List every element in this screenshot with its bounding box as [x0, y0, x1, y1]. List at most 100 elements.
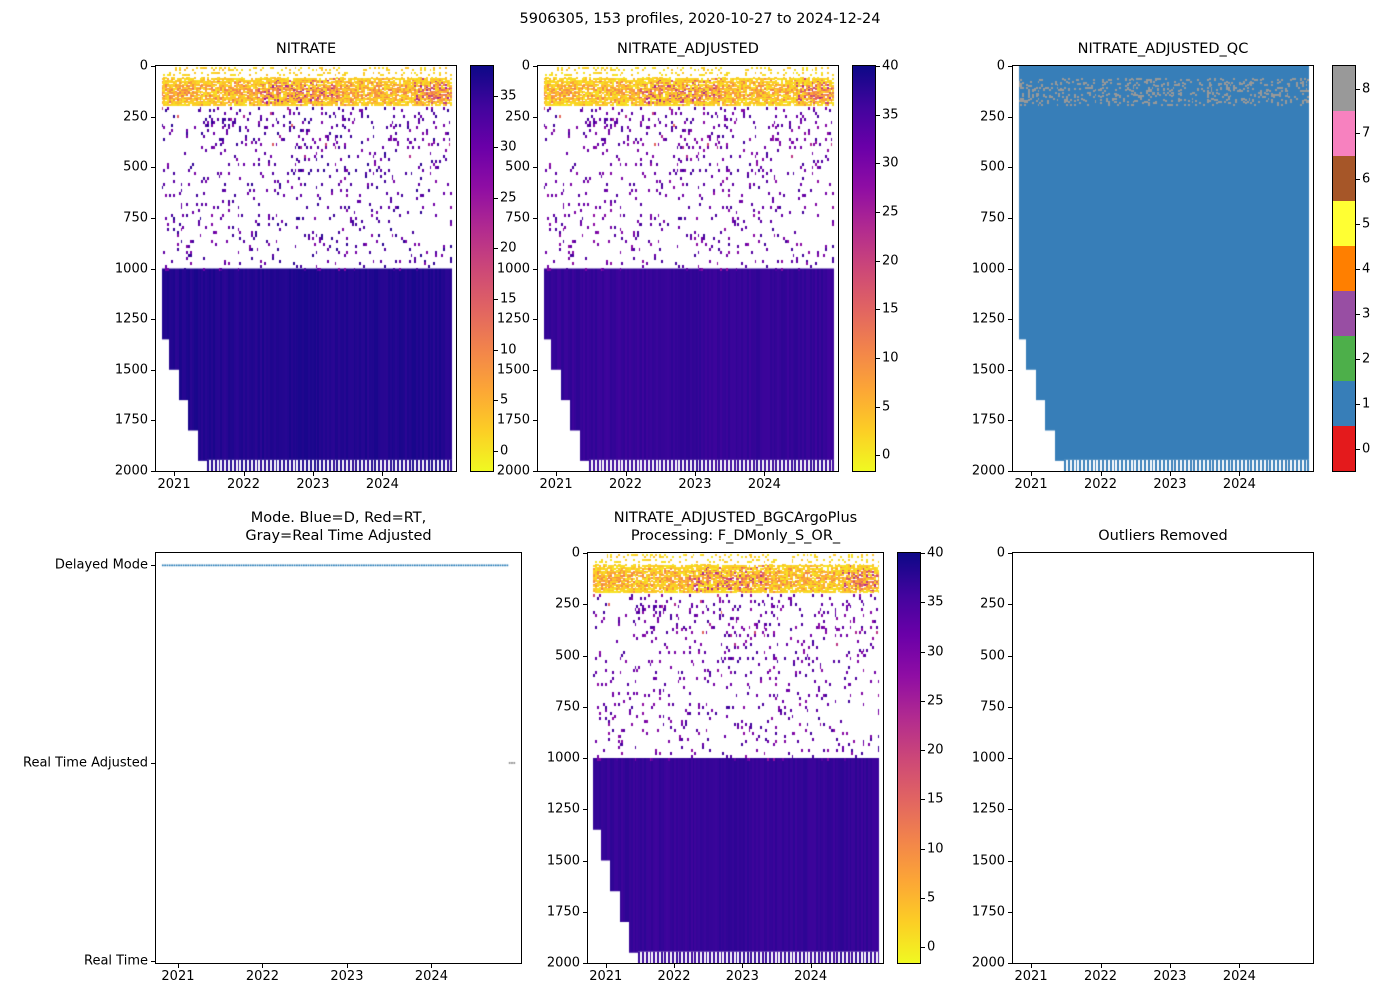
y-tick [1008, 420, 1012, 422]
colorbar-tick [1356, 223, 1360, 225]
colorbar-tick [876, 406, 880, 408]
colorbar-tick [494, 96, 498, 98]
colorbar-tick [921, 651, 925, 653]
x-tick [1100, 472, 1102, 476]
y-tick [533, 319, 537, 321]
y-tick [151, 116, 155, 118]
colorbar-tick-label: 2 [1362, 351, 1371, 366]
y-tick [533, 420, 537, 422]
y-tick [1008, 319, 1012, 321]
panel-nitrate-adjusted-qc-title: NITRATE_ADJUSTED_QC [1077, 41, 1249, 57]
colorbar-tick [494, 349, 498, 351]
y-tick [1008, 167, 1012, 169]
colorbar-tick-label: 35 [927, 594, 944, 610]
x-tick-label: 2021 [539, 477, 573, 492]
x-tick-label: 2022 [1083, 969, 1118, 984]
y-tick-label: 1250 [971, 311, 1005, 327]
colorbar-tick-label: 5 [500, 392, 509, 408]
y-tick [1008, 706, 1012, 708]
panel-nitrate-adjusted-qc: NITRATE_ADJUSTED_QC 2021 2022 2023 2024 0 250… [972, 41, 1314, 491]
y-tick-label: 0 [571, 545, 580, 561]
y-tick-label: 0 [521, 58, 530, 74]
panel-outliers-removed: Outliers Removed 2021 2022 2023 2024 0 250 500… [972, 528, 1314, 983]
colorbar-tick [494, 197, 498, 199]
nitrate-adjusted-heatmap-canvas [538, 66, 838, 471]
colorbar-tick [1356, 358, 1360, 360]
y-tick-label: 750 [980, 210, 1005, 226]
colorbar-tick-label: 30 [500, 139, 517, 155]
x-tick-label: 2021 [1014, 477, 1048, 492]
y-tick-label: 250 [123, 109, 148, 125]
x-tick-label: 2021 [157, 477, 191, 492]
y-tick [533, 66, 537, 67]
colorbar-tick-label: 6 [1362, 171, 1371, 186]
mode-scatter-canvas [156, 553, 521, 963]
y-tick [151, 217, 155, 219]
colorbar-tick [494, 248, 498, 250]
y-tick [533, 167, 537, 169]
colorbar-tick-label: 25 [500, 190, 517, 206]
x-tick-label: 2023 [678, 477, 712, 492]
colorbar-tick-label: 10 [500, 342, 517, 357]
colorbar-tick [921, 602, 925, 604]
x-tick [1239, 472, 1241, 476]
y-tick-label: 1500 [114, 362, 148, 378]
x-tick [177, 964, 179, 968]
colorbar-tick [1356, 448, 1360, 450]
y-tick-label: 500 [123, 159, 148, 175]
y-tick-label: 1750 [546, 904, 580, 920]
y-tick-label: 250 [555, 596, 580, 612]
colorbar-tick [494, 400, 498, 402]
x-tick-label: 2024 [1222, 477, 1256, 492]
colorbar-tick-label: 0 [1362, 441, 1371, 456]
colorbar-tick [921, 799, 925, 801]
bgc-heatmap-canvas [588, 553, 883, 963]
panel-mode-title-line1: Mode. Blue=D, Red=RT, [250, 510, 427, 526]
y-tick-label: 1500 [971, 362, 1005, 378]
y-tick [583, 655, 587, 657]
y-tick-label: 1750 [971, 904, 1005, 920]
colorbar-tick-label: 10 [882, 350, 899, 366]
y-tick-label: 2000 [114, 463, 148, 479]
x-tick-label: 2021 [1014, 969, 1048, 984]
x-tick-label: 2022 [245, 969, 279, 984]
panel-outliers-title: Outliers Removed [1098, 528, 1228, 544]
panel-nitrate-title: NITRATE [275, 41, 337, 57]
nitrate-heatmap-canvas [156, 66, 456, 471]
y-tick [1008, 553, 1012, 554]
x-tick [810, 964, 812, 968]
colorbar-segment [1333, 246, 1355, 291]
x-tick-label: 2023 [296, 477, 330, 492]
colorbar-tick-label: 30 [882, 155, 899, 171]
y-tick [151, 565, 155, 567]
x-tick [174, 472, 176, 476]
y-tick [151, 420, 155, 422]
x-tick [674, 964, 676, 968]
y-tick-label: 1000 [971, 750, 1005, 766]
colorbar-tick [1356, 88, 1360, 90]
colorbar-tick [876, 66, 880, 67]
colorbar-tick [921, 897, 925, 899]
y-tick-label: 0 [996, 545, 1005, 561]
colorbar-tick-label: 20 [927, 742, 944, 758]
x-tick [625, 472, 627, 476]
x-tick [1169, 472, 1171, 476]
y-tick [583, 604, 587, 606]
colorbar-tick [494, 450, 498, 452]
qc-heatmap-canvas [1013, 66, 1313, 471]
x-tick [312, 472, 314, 476]
panel-nitrate: NITRATE 2021 2022 2023 2024 0 250 500 750 1000 12… [115, 41, 457, 491]
colorbar-tick-label: 7 [1362, 125, 1371, 141]
y-tick-label: 500 [505, 159, 530, 175]
colorbar-tick [1356, 403, 1360, 405]
colorbar-tick [876, 358, 880, 360]
colorbar-tick-label: 3 [1362, 306, 1371, 321]
y-tick-label: 2000 [546, 955, 580, 971]
x-tick-label: 2022 [657, 969, 691, 984]
colorbar-tick [921, 700, 925, 702]
colorbar-tick [876, 260, 880, 262]
colorbar-tick [876, 212, 880, 214]
colorbar-tick [1356, 313, 1360, 315]
colorbar-tick-label: 15 [882, 301, 899, 317]
x-tick-label: 2023 [1153, 969, 1187, 984]
